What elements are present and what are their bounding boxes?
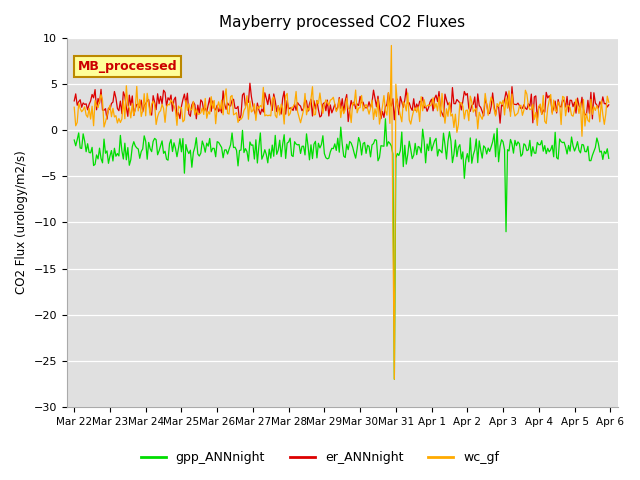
er_ANNnight [605,102,612,108]
gpp_ANNnight [230,144,237,150]
wc_gf [304,105,312,111]
wc_gf [578,133,586,139]
er_ANNnight [249,103,257,108]
Title: Mayberry processed CO2 Fluxes: Mayberry processed CO2 Fluxes [219,15,465,30]
er_ANNnight [230,96,237,102]
er_ANNnight [136,105,143,110]
wc_gf [257,103,264,108]
Legend: gpp_ANNnight, er_ANNnight, wc_gf: gpp_ANNnight, er_ANNnight, wc_gf [136,446,504,469]
er_ANNnight [496,120,504,126]
gpp_ANNnight [70,137,78,143]
wc_gf [70,104,78,110]
er_ANNnight [306,101,314,107]
wc_gf [136,96,143,102]
er_ANNnight [258,106,266,112]
gpp_ANNnight [248,143,255,148]
gpp_ANNnight [605,156,612,161]
gpp_ANNnight [578,142,586,147]
Line: gpp_ANNnight: gpp_ANNnight [74,119,609,379]
er_ANNnight [70,98,78,104]
wc_gf [248,109,255,115]
gpp_ANNnight [390,376,398,382]
gpp_ANNnight [381,116,389,121]
Y-axis label: CO2 Flux (urology/m2/s): CO2 Flux (urology/m2/s) [15,151,28,294]
gpp_ANNnight [136,156,143,161]
Text: MB_processed: MB_processed [78,60,177,73]
wc_gf [390,376,398,382]
gpp_ANNnight [304,143,312,149]
er_ANNnight [578,95,586,100]
wc_gf [230,112,237,118]
er_ANNnight [246,80,254,86]
wc_gf [388,43,396,48]
Line: er_ANNnight: er_ANNnight [74,83,609,123]
gpp_ANNnight [257,130,264,136]
Line: wc_gf: wc_gf [74,46,609,379]
wc_gf [605,99,612,105]
